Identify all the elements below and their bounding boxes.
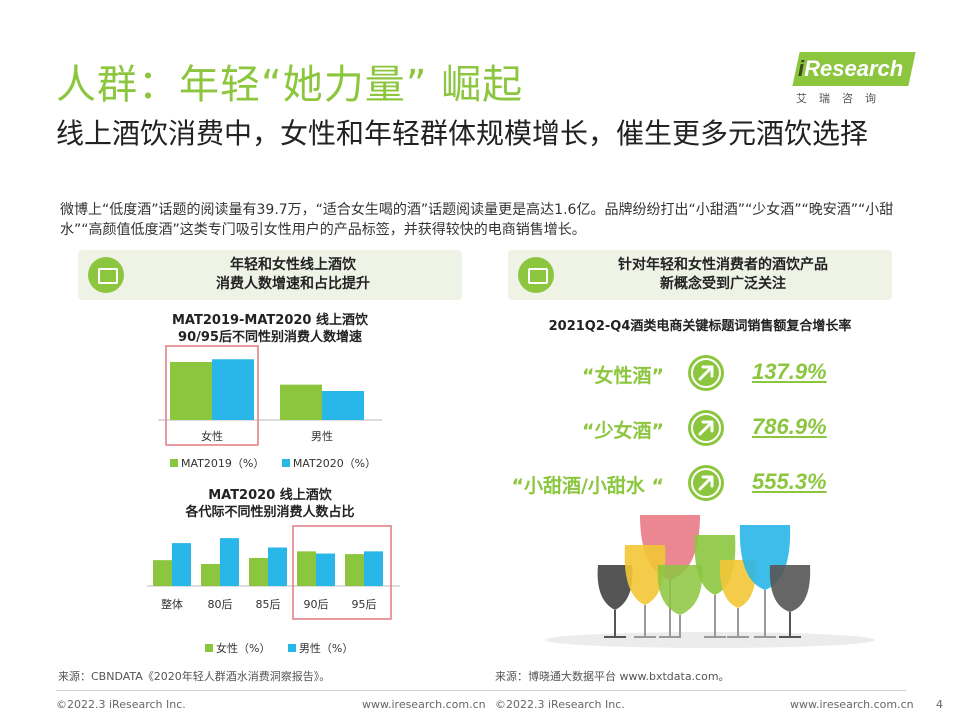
left-source: 来源：CBNDATA《2020年轻人群酒水消费洞察报告》。 [58,670,331,683]
chart2-title: MAT2020 线上酒饮 各代际不同性别消费人数占比 [185,488,355,520]
keyword-growth-value: 786.9% [752,414,827,439]
chart2-xtick: 95后 [352,598,377,611]
keyword-growth-value: 555.3% [752,469,827,494]
chart2-xtick: 85后 [256,598,281,611]
chart2-bar-90后-1 [316,553,335,586]
keyword-row: “小甜酒/小甜水 “ 555.3% [500,465,860,505]
legend-female: 女性（%） [216,642,271,655]
sofa-icon [518,257,554,293]
right-panel-header: 针对年轻和女性消费者的酒饮产品 新概念受到广泛关注 [508,250,892,300]
footer-divider [56,690,906,691]
legend-mat2019: MAT2019（%） [181,457,265,470]
chart2-bar-80后-1 [220,538,239,586]
chart2-highlight-box [292,525,392,620]
iresearch-logo: iResearch 艾瑞咨询 [790,46,920,106]
left-panel-heading-line2: 消费人数增速和占比提升 [216,276,370,292]
chart1-svg: 女性 男性 [158,345,382,446]
right-panel-heading-line1: 针对年轻和女性消费者的酒饮产品 [618,257,828,273]
intro-paragraph: 微博上“低度酒”话题的阅读量有39.7万，“适合女生喝的酒”话题阅读量更是高达1… [60,202,894,238]
chart2-bar-95后-0 [345,554,364,586]
arrow-up-right-icon [688,465,724,501]
chart2-bar-85后-1 [268,547,287,586]
chart1-xtick: 女性 [201,429,223,443]
footer-url-left[interactable]: www.iresearch.com.cn [362,698,486,711]
page-subtitle: 线上酒饮消费中，女性和年轻群体规模增长，催生更多元酒饮选择 [56,117,869,150]
chart1-legend: MAT2019（%） MAT2020（%） [170,455,376,471]
keyword-label: “女性酒” [582,365,664,387]
chart2-bar-90后-0 [297,551,316,586]
chart2-bar-80后-0 [201,564,220,586]
footer-copyright-right: ©2022.3 iResearch Inc. [495,698,625,711]
legend-male: 男性（%） [298,642,354,655]
chart1-title: MAT2019-MAT2020 线上酒饮 90/95后不同性别消费人数增速 [172,313,368,345]
keyword-row: “少女酒” 786.9% [500,410,860,450]
keyword-row: “女性酒” 137.9% [500,355,860,395]
wine-glasses-illustration [545,515,875,648]
footer-copyright-left: ©2022.3 iResearch Inc. [56,698,186,711]
chart2-svg: 整体 80后 85后 90后 95后 [147,525,400,620]
chart1-bar-男性-1 [322,390,364,420]
chart1-bar-女性-1 [212,359,254,420]
chart2-bar-85后-0 [249,557,268,586]
keyword-growth-value: 137.9% [752,359,827,384]
chart2-bar-整体-0 [153,560,172,586]
sofa-icon [88,257,124,293]
chart2-xtick: 整体 [161,597,183,611]
chart2-legend: 女性（%） 男性（%） [205,640,353,656]
footer-url-right[interactable]: www.iresearch.com.cn [790,698,914,711]
legend-mat2020: MAT2020（%） [292,457,377,470]
keyword-label: “小甜酒/小甜水 “ [511,475,664,497]
chart2-bar-95后-1 [364,551,383,586]
chart2-xtick: 80后 [208,598,233,611]
right-panel-heading-line2: 新概念受到广泛关注 [660,276,786,292]
chart1-xtick: 男性 [311,429,333,443]
keyword-label: “少女酒” [582,420,664,442]
page-title: 人群：年轻“她力量” 崛起 [56,62,524,108]
right-source: 来源：博晓通大数据平台 www.bxtdata.com。 [495,670,730,683]
chart1-bar-男性-0 [280,384,322,420]
left-panel-header: 年轻和女性线上酒饮 消费人数增速和占比提升 [78,250,462,300]
chart2-bar-整体-1 [172,543,191,586]
chart2-xtick: 90后 [304,598,329,611]
chart1-bar-女性-0 [170,361,212,420]
keyword-chart-title: 2021Q2-Q4酒类电商关键标题词销售额复合增长率 [548,319,852,334]
left-panel-heading-line1: 年轻和女性线上酒饮 [230,257,356,273]
arrow-up-right-icon [688,355,724,391]
arrow-up-right-icon [688,410,724,446]
page-number: 4 [936,698,943,711]
chart1-highlight-box [165,345,259,446]
